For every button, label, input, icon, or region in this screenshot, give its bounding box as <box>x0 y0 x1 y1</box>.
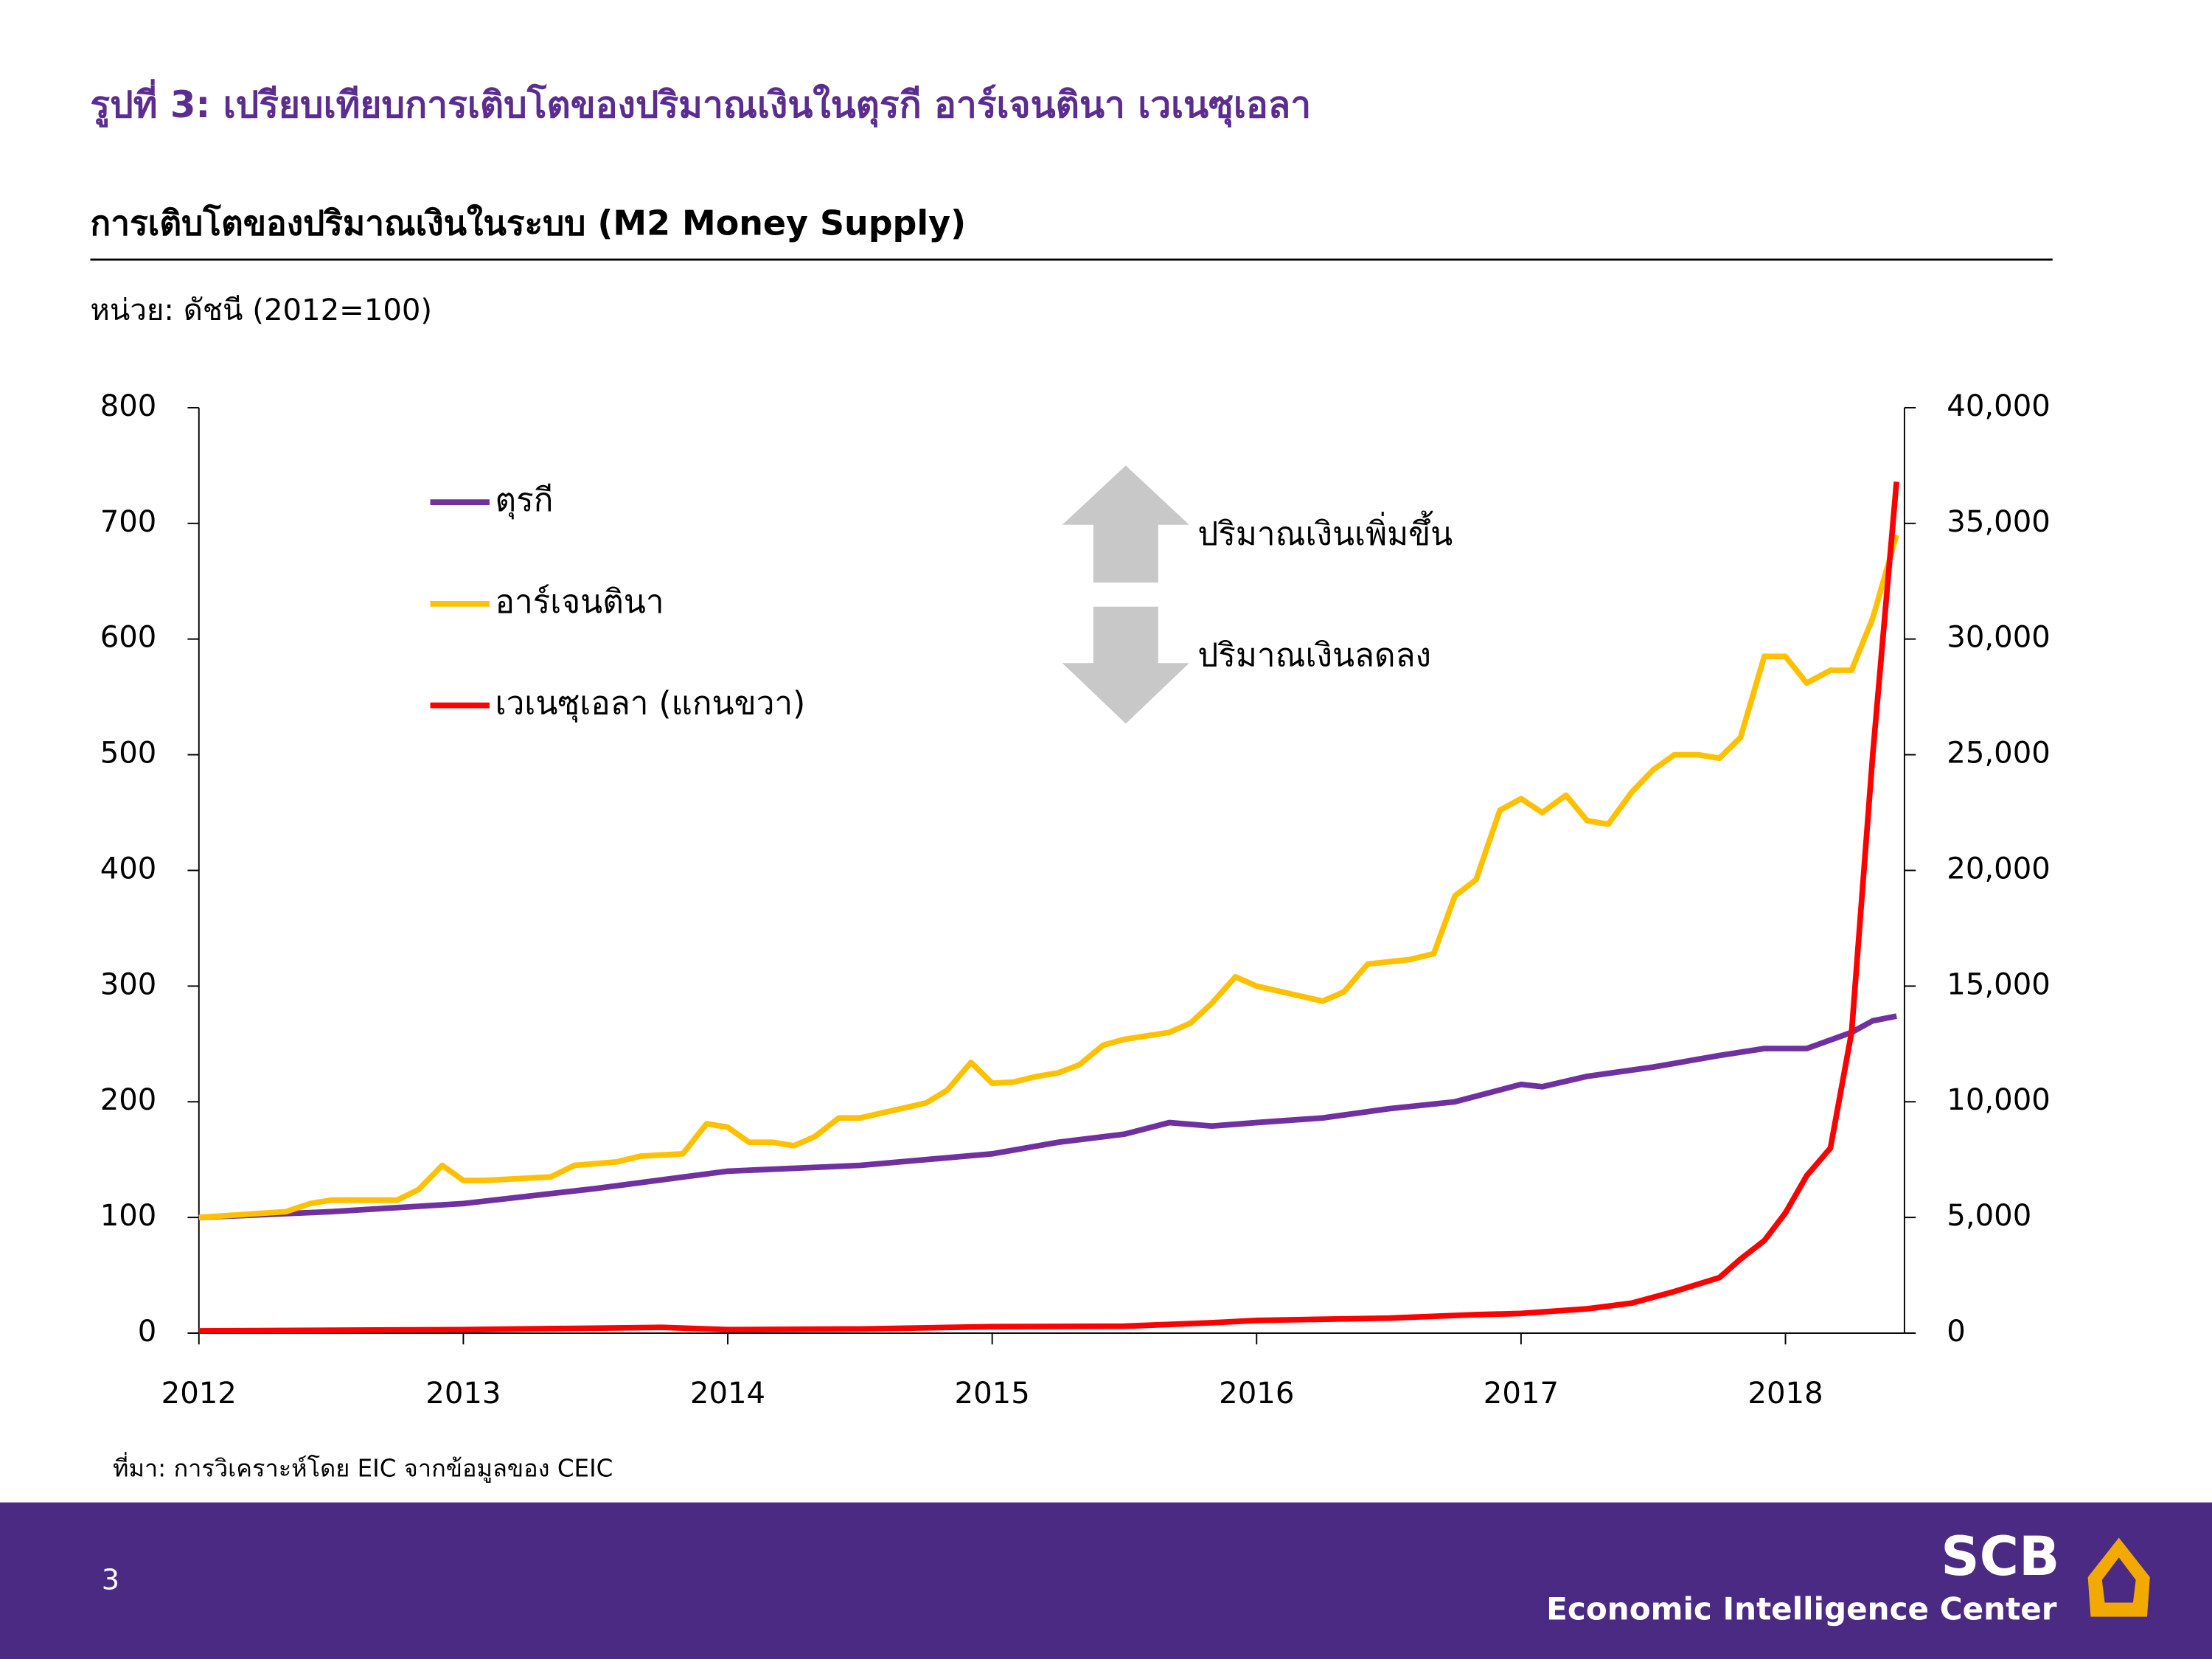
figure-title: รูปที่ 3: เปรียบเทียบการเติบโตของปริมาณเ… <box>90 79 1311 128</box>
annotation: ปริมาณเงินเพิ่มขึ้น <box>1197 510 1453 553</box>
series-line <box>198 534 1899 1220</box>
up-arrow <box>1062 465 1189 583</box>
series-line <box>198 481 1899 1334</box>
series-line <box>198 1013 1897 1220</box>
source-note: ที่มา: การวิเคราะห์โดย EIC จากข้อมูลของ … <box>113 1452 613 1484</box>
x-tick-label: 2018 <box>1747 1377 1823 1411</box>
footer-band <box>0 1502 2212 1659</box>
y2-tick-label: 20,000 <box>1947 852 2051 886</box>
x-tick-label: 2012 <box>161 1377 237 1411</box>
y2-tick-label: 25,000 <box>1947 737 2051 771</box>
y2-tick-label: 30,000 <box>1947 621 2051 655</box>
logo <box>2087 1537 2150 1617</box>
x-tick-label: 2016 <box>1219 1377 1294 1411</box>
y2-tick-label: 35,000 <box>1947 505 2051 539</box>
page-number: 3 <box>102 1563 119 1596</box>
y2-tick-label: 5,000 <box>1947 1199 2031 1233</box>
y-tick-label: 500 <box>100 737 157 771</box>
y2-tick-label: 40,000 <box>1947 389 2051 423</box>
y-tick-label: 800 <box>100 389 157 423</box>
y-tick-label: 400 <box>100 852 157 886</box>
y-tick-label: 600 <box>100 621 157 655</box>
legend-label: อาร์เจนตินา <box>495 583 664 621</box>
y2-tick-label: 15,000 <box>1947 967 2051 1001</box>
y-tick-label: 0 <box>138 1315 157 1349</box>
down-arrow <box>1062 606 1189 724</box>
legend-label: ตุรกี <box>495 481 554 520</box>
unit-label: หน่วย: ดัชนี (2012=100) <box>90 293 432 327</box>
chart-subtitle: การเติบโตของปริมาณเงินในระบบ (M2 Money S… <box>90 204 966 243</box>
annotation: ปริมาณเงินลดลง <box>1197 637 1431 675</box>
x-tick-label: 2015 <box>955 1377 1030 1411</box>
x-tick-label: 2014 <box>690 1377 765 1411</box>
y2-tick-label: 10,000 <box>1947 1083 2051 1117</box>
y-tick-label: 700 <box>100 505 157 539</box>
x-tick-label: 2013 <box>425 1377 501 1411</box>
x-tick-label: 2017 <box>1484 1377 1559 1411</box>
brand: SCB <box>1941 1526 2059 1588</box>
legend-label: เวเนซุเอลา (แกนขวา) <box>495 685 806 723</box>
organization: Economic Intelligence Center <box>1546 1590 2057 1627</box>
y-tick-label: 300 <box>100 967 157 1001</box>
y-tick-label: 100 <box>100 1199 157 1233</box>
y2-tick-label: 0 <box>1947 1315 1966 1349</box>
y-tick-label: 200 <box>100 1083 157 1117</box>
